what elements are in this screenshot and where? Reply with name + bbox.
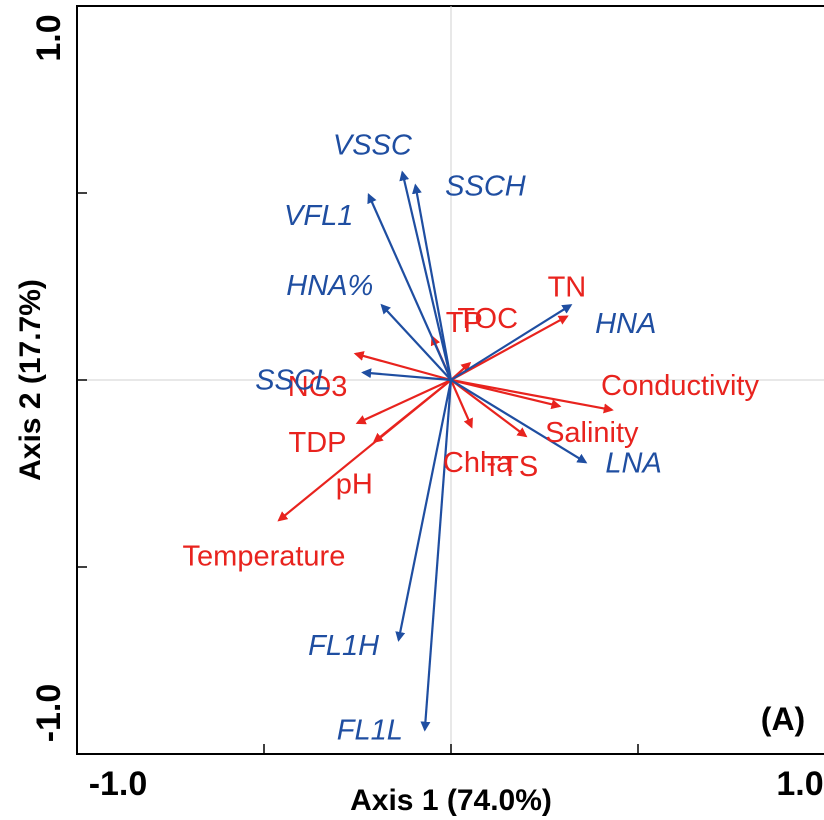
- vector-vfl1: [367, 193, 453, 381]
- vector-vssc: [399, 170, 453, 381]
- vector-label-ph: pH: [336, 469, 373, 501]
- vector-tts: [450, 379, 528, 438]
- vector-hna: [450, 304, 573, 381]
- x-ticks: [263, 744, 639, 754]
- y-tick-label-min: -1.0: [30, 684, 68, 743]
- vector-tdp: [355, 379, 452, 425]
- vector-no3: [353, 351, 452, 382]
- vector-label-tdp: TDP: [289, 427, 347, 459]
- vector-label-vfl1: VFL1: [284, 200, 353, 232]
- vector-label-hna-: HNA%: [286, 270, 373, 302]
- vector-label-sscl: SSCL: [255, 365, 331, 397]
- vector-salinity: [450, 378, 614, 414]
- vector-fl1h: [395, 379, 453, 642]
- vector-label-conductivity: Conductivity: [601, 370, 759, 402]
- vector-temperature: [277, 379, 452, 522]
- x-axis-title: Axis 1 (74.0%): [350, 784, 552, 817]
- vector-label-ssch: SSCH: [445, 171, 526, 203]
- vector-label-vssc: VSSC: [333, 129, 413, 161]
- vector-label-tn: TN: [548, 271, 587, 303]
- vector-lna: [450, 379, 588, 464]
- vector-label-fl1h: FL1H: [308, 630, 379, 662]
- panel-label: (A): [761, 701, 805, 737]
- cytometric-labels: VSSC SSCH VFL1 HNA% HNA SSCL LNA FL1H FL1L: [255, 129, 662, 746]
- x-tick-label-max: 1.0: [776, 765, 823, 803]
- y-ticks: [77, 192, 87, 568]
- vector-label-temperature: Temperature: [183, 540, 346, 572]
- cytometric-vectors: [361, 170, 588, 732]
- vector-ssch: [411, 183, 453, 381]
- vector-label-hna: HNA: [595, 308, 656, 340]
- y-axis-title: Axis 2 (17.7%): [14, 279, 47, 481]
- vector-label-no3: NO3: [288, 371, 348, 403]
- vector-label-tts: TTS: [483, 451, 538, 483]
- vector-fl1l: [420, 379, 453, 732]
- vector-label-lna: LNA: [605, 447, 661, 479]
- vector-label-toc: TOC: [457, 303, 518, 335]
- vector-label-fl1l: FL1L: [337, 715, 403, 747]
- vector-hna-: [380, 303, 452, 381]
- x-tick-label-min: -1.0: [89, 765, 148, 803]
- vector-chl-a: [449, 379, 473, 429]
- vector-sscl: [361, 368, 452, 382]
- vector-label-salinity: Salinity: [545, 417, 639, 449]
- vector-label-tp: TP: [446, 307, 483, 339]
- y-tick-label-max: 1.0: [30, 14, 68, 61]
- vector-label-chl-a: Chl-a: [443, 447, 513, 479]
